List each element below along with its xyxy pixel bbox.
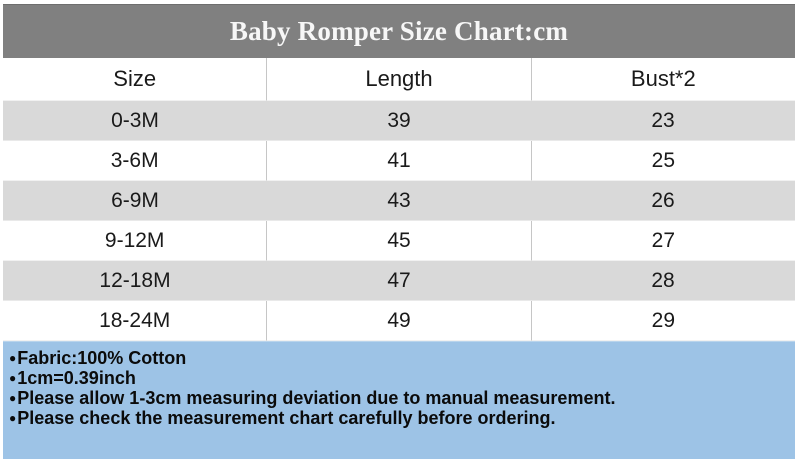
table-header-row: Size Length Bust*2 (3, 58, 795, 101)
cell-bust: 27 (530, 221, 795, 261)
note-text: Fabric:100% Cotton (17, 348, 187, 368)
cell-bust: 26 (531, 181, 795, 221)
cell-size: 0-3M (3, 101, 267, 141)
cell-length: 47 (267, 261, 531, 301)
bullet-icon: ● (9, 351, 17, 365)
title-bar: Baby Romper Size Chart:cm (3, 4, 795, 58)
note-text: Please allow 1-3cm measuring deviation d… (17, 388, 616, 408)
cell-length: 41 (266, 141, 531, 181)
table-row: 9-12M 45 27 (3, 221, 795, 261)
cell-size: 18-24M (3, 301, 267, 341)
column-header-size: Size (3, 58, 267, 101)
cell-bust: 25 (530, 141, 795, 181)
note-line: ●1cm=0.39inch (9, 368, 787, 388)
table-row: 18-24M 49 29 (3, 301, 795, 341)
note-line: ●Fabric:100% Cotton (9, 348, 787, 368)
column-header-length: Length (266, 58, 531, 101)
bullet-icon: ● (9, 411, 17, 425)
note-line: ●Please check the measurement chart care… (9, 408, 787, 428)
table-row: 0-3M 39 23 (3, 101, 795, 141)
page-title: Baby Romper Size Chart:cm (229, 16, 569, 46)
cell-size: 3-6M (3, 141, 267, 181)
cell-bust: 28 (531, 261, 795, 301)
cell-size: 12-18M (3, 261, 267, 301)
bullet-icon: ● (9, 371, 17, 385)
cell-bust: 29 (530, 301, 795, 341)
cell-size: 9-12M (3, 221, 267, 261)
note-line: ●Please allow 1-3cm measuring deviation … (9, 388, 787, 408)
cell-length: 45 (266, 221, 531, 261)
note-text: 1cm=0.39inch (17, 368, 136, 388)
cell-length: 49 (266, 301, 531, 341)
cell-size: 6-9M (3, 181, 267, 221)
notes-section: ●Fabric:100% Cotton ●1cm=0.39inch ●Pleas… (3, 341, 795, 459)
column-header-bust: Bust*2 (530, 58, 795, 101)
cell-bust: 23 (531, 101, 795, 141)
note-text: Please check the measurement chart caref… (17, 408, 556, 428)
cell-length: 39 (267, 101, 531, 141)
table-row: 12-18M 47 28 (3, 261, 795, 301)
table-row: 3-6M 41 25 (3, 141, 795, 181)
cell-length: 43 (267, 181, 531, 221)
table-row: 6-9M 43 26 (3, 181, 795, 221)
bullet-icon: ● (9, 391, 17, 405)
